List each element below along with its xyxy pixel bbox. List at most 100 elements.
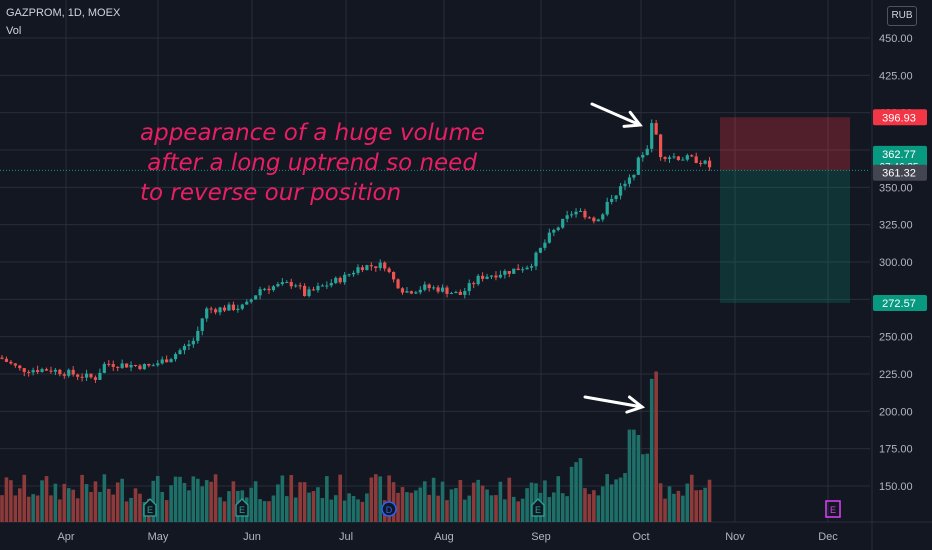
candle-up [685,155,689,160]
volume-bar-up [249,487,253,522]
volume-bar-up [614,479,618,522]
price-label-target: 272.57 [873,294,927,311]
volume-bar-up [262,501,267,522]
volume-bar-up [600,486,605,522]
candle-up [627,177,632,184]
candle-up [151,365,155,367]
candle-up [218,307,222,313]
volume-bar-down [400,487,405,522]
candle-up [227,304,231,311]
candle-down [663,157,667,159]
volume-bar-down [369,477,374,522]
volume-bar-up [320,498,325,522]
volume-indicator-label[interactable]: Vol [6,25,22,37]
candle-up [249,299,253,302]
arrow-to-volume-spike [583,395,644,409]
candle-up [169,359,173,363]
candle-up [156,363,160,366]
volume-bar-down [138,493,142,522]
volume-bar-up [578,458,583,522]
candle-up [556,227,560,230]
volume-bar-up [253,481,258,522]
candle-up [538,247,543,253]
volume-bar-up [605,474,609,522]
candle-down [427,284,431,289]
candle-up [102,363,106,373]
currency-button[interactable]: RUB [887,6,917,26]
x-tick-label: Nov [725,531,745,543]
candle-down [654,123,658,135]
volume-bar-up [173,476,178,522]
candle-down [436,287,440,292]
volume-bar-up [200,486,205,522]
y-tick-label: 300.00 [879,257,913,269]
candle-up [574,211,578,215]
volume-bar-up [365,493,369,522]
event-marker-letter: D [386,505,393,515]
volume-bar-up [204,480,209,522]
volume-bar-up [667,486,672,522]
y-tick-label: 200.00 [879,406,913,418]
volume-bar-down [494,495,498,522]
candle-down [481,275,485,279]
volume-bar-down [707,479,712,522]
candle-up [236,308,240,311]
candle-up [570,214,574,216]
volume-bar-up [632,429,636,522]
volume-bar-down [427,494,431,522]
volume-bar-down [231,481,236,522]
x-tick-label: May [148,531,169,543]
price-label-value: 361.32 [882,168,916,180]
volume-bar-down [35,495,40,522]
volume-bar-down [458,479,463,522]
volume-bar-up [258,499,262,522]
volume-bar-down [58,499,62,522]
volume-bar-up [565,496,569,522]
y-tick-label: 150.00 [879,481,913,493]
volume-bar-up [511,496,516,522]
volume-bar-down [387,475,391,522]
candle-down [80,376,84,378]
candle-down [58,369,62,375]
candle-down [71,369,75,375]
volume-bar-up [155,475,160,522]
volume-bar-down [89,491,93,522]
volume-bar-down [676,490,681,522]
volume-bar-up [681,495,685,522]
volume-bar-down [338,474,342,522]
candle-up [614,195,618,199]
volume-bar-up [525,488,529,522]
candle-up [454,291,458,294]
volume-bar-up [627,429,632,522]
volume-bar-down [583,488,587,522]
candle-down [0,357,4,359]
candle-up [334,277,338,284]
volume-bar-down [445,500,449,522]
candle-up [414,292,418,294]
volume-bar-up [293,497,298,522]
volume-bar-down [267,501,271,522]
candle-down [369,265,373,267]
volume-bar-up [84,484,89,522]
volume-bar-up [498,481,503,522]
volume-bar-down [18,488,22,522]
volume-bar-down [587,494,592,522]
candle-up [173,354,178,360]
volume-bar-up [178,476,182,522]
volume-bar-down [49,495,53,522]
price-label-bg [873,164,927,181]
volume-bar-up [609,484,614,522]
event-marker-letter: E [830,505,836,515]
candle-up [271,286,276,291]
candle-down [93,377,98,380]
volume-bar-up [440,481,445,522]
volume-bar-up [467,495,472,522]
candle-up [205,308,209,319]
candle-down [396,279,400,289]
candle-up [703,160,707,164]
price-label-stop: 396.93 [873,109,927,126]
volume-bar-up [672,493,676,522]
candle-up [503,270,507,275]
candle-up [578,210,583,212]
